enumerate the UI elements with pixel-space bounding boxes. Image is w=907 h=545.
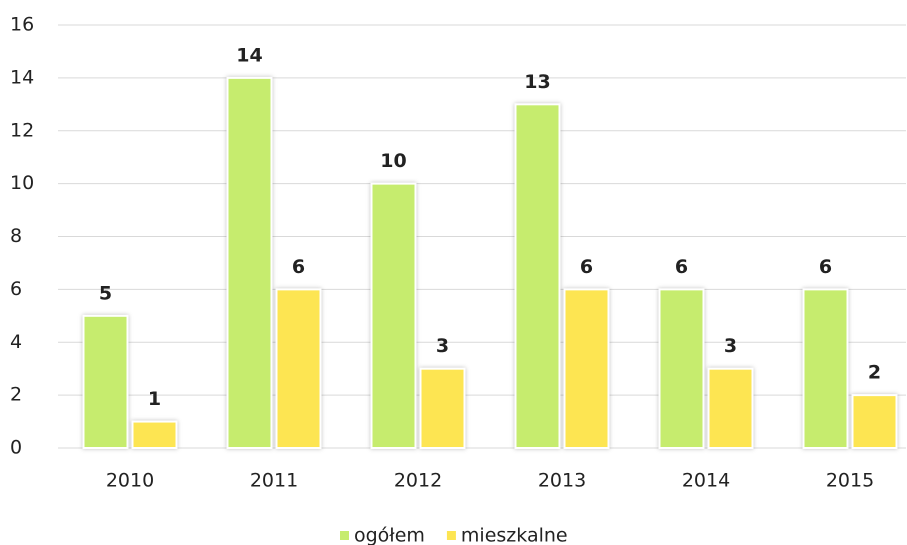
value-label: 5 xyxy=(99,282,112,304)
legend-swatch xyxy=(446,531,456,540)
bar xyxy=(226,76,273,449)
y-tick-label: 10 xyxy=(10,172,34,194)
bar xyxy=(419,367,466,449)
value-label: 3 xyxy=(724,335,737,357)
legend-label: ogółem xyxy=(354,525,425,545)
y-tick-label: 8 xyxy=(10,225,22,247)
x-tick-label: 2014 xyxy=(682,470,730,492)
value-label: 6 xyxy=(819,256,832,278)
value-label: 6 xyxy=(675,256,688,278)
bar xyxy=(851,394,898,449)
x-tick-label: 2010 xyxy=(106,470,154,492)
value-label: 3 xyxy=(436,335,449,357)
y-tick-label: 4 xyxy=(10,331,22,353)
bar xyxy=(275,288,322,449)
x-tick-label: 2011 xyxy=(250,470,298,492)
value-label: 14 xyxy=(236,44,262,66)
value-label: 13 xyxy=(524,71,550,93)
y-tick-label: 12 xyxy=(10,119,34,141)
bar xyxy=(707,367,754,449)
value-label: 10 xyxy=(380,150,406,172)
value-label: 6 xyxy=(292,256,305,278)
bar xyxy=(658,288,705,449)
legend-swatch xyxy=(340,531,349,540)
legend-label: mieszkalne xyxy=(461,525,568,545)
x-tick-label: 2012 xyxy=(394,470,442,492)
value-label: 6 xyxy=(580,256,593,278)
bar xyxy=(563,288,610,449)
x-tick-label: 2015 xyxy=(826,470,874,492)
value-label: 2 xyxy=(868,362,881,384)
x-tick-label: 2013 xyxy=(538,470,586,492)
bar xyxy=(370,182,417,449)
bar xyxy=(802,288,849,449)
value-label: 1 xyxy=(148,388,161,410)
y-tick-label: 2 xyxy=(10,384,22,406)
y-tick-label: 14 xyxy=(10,66,34,88)
bar xyxy=(131,420,178,449)
y-tick-label: 0 xyxy=(10,437,22,459)
bar xyxy=(82,314,129,449)
y-tick-label: 6 xyxy=(10,278,22,300)
bar xyxy=(514,103,561,449)
y-tick-label: 16 xyxy=(10,14,34,36)
